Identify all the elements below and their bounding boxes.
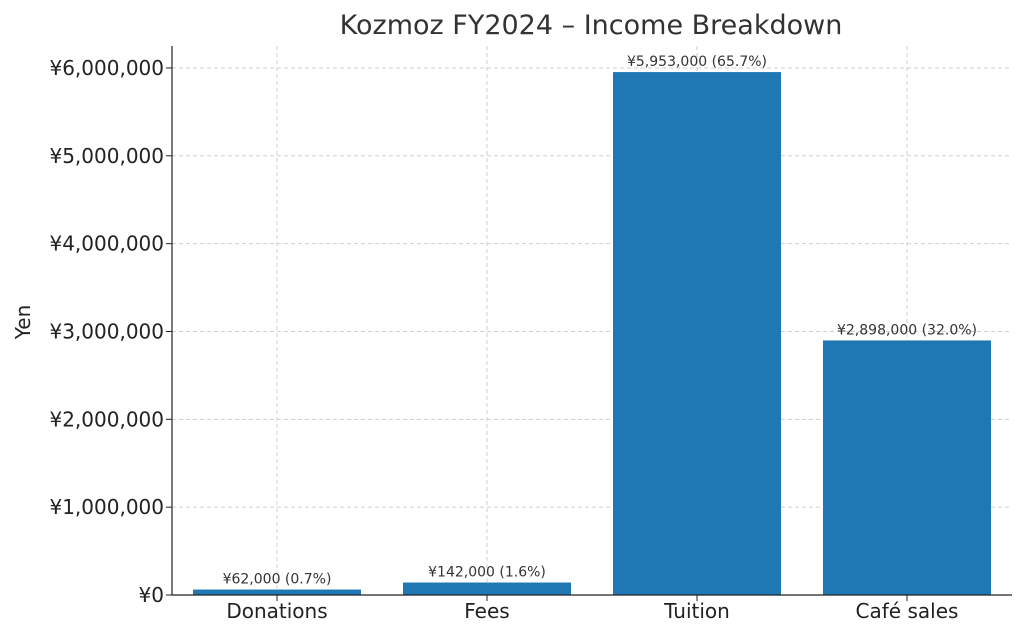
- y-tick-label: ¥4,000,000: [49, 232, 164, 256]
- x-axis-ticks: Donations Fees Tuition Café sales: [226, 595, 958, 623]
- axes: [171, 46, 1012, 596]
- bar-2: [613, 72, 781, 595]
- bar-3: [823, 340, 991, 595]
- bar-value-labels: ¥62,000 (0.7%) ¥142,000 (1.6%) ¥5,953,000 …: [223, 54, 977, 587]
- bar-value-label: ¥142,000 (1.6%): [428, 565, 546, 581]
- y-axis-label: Yen: [11, 305, 35, 341]
- x-tick-label: Donations: [226, 599, 327, 623]
- bar-value-label: ¥2,898,000 (32.0%): [837, 322, 977, 338]
- y-tick-label: ¥2,000,000: [49, 407, 164, 431]
- chart-title: Kozmoz FY2024 – Income Breakdown: [340, 10, 843, 41]
- bars: [193, 72, 991, 595]
- bar-value-label: ¥5,953,000 (65.7%): [627, 54, 767, 70]
- y-tick-label: ¥5,000,000: [49, 144, 164, 168]
- y-tick-label: ¥0: [139, 583, 164, 607]
- x-tick-label: Café sales: [856, 599, 959, 623]
- bar-value-label: ¥62,000 (0.7%): [223, 572, 332, 588]
- y-axis-ticks: ¥0 ¥1,000,000 ¥2,000,000 ¥3,000,000 ¥4,000,0…: [49, 56, 172, 607]
- y-tick-label: ¥1,000,000: [49, 495, 164, 519]
- bar-0: [193, 589, 361, 595]
- bar-1: [403, 582, 571, 595]
- y-tick-label: ¥6,000,000: [49, 56, 164, 80]
- x-tick-label: Fees: [464, 599, 509, 623]
- x-tick-label: Tuition: [663, 599, 730, 623]
- y-tick-label: ¥3,000,000: [49, 319, 164, 343]
